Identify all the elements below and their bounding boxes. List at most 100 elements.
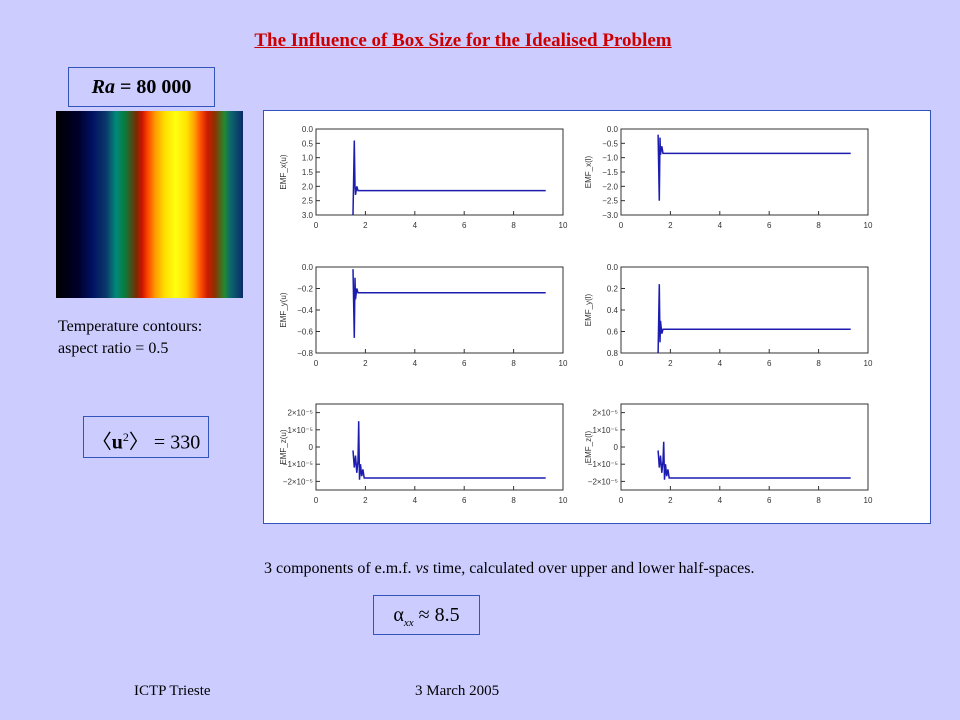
y-tick-label: −2×10⁻⁵ <box>588 477 618 486</box>
x-tick-label: 10 <box>559 221 568 230</box>
y-tick-label: −0.5 <box>602 139 618 148</box>
x-tick-label: 2 <box>668 496 673 505</box>
y-tick-label: 0.4 <box>607 306 619 315</box>
caption-line-2: aspect ratio = 0.5 <box>58 340 169 357</box>
x-tick-label: 4 <box>718 496 723 505</box>
x-tick-label: 6 <box>767 496 772 505</box>
y-tick-label: −0.4 <box>297 306 313 315</box>
slide-title: The Influence of Box Size for the Ideali… <box>254 30 672 51</box>
emf-caption-part1: 3 components of e.m.f. <box>264 560 416 577</box>
ra-value: = 80 000 <box>114 76 192 98</box>
y-axis-label: EMF_z(u) <box>279 429 288 464</box>
y-tick-label: 0.0 <box>302 263 314 272</box>
x-tick-label: 8 <box>511 359 516 368</box>
u2-open-bracket: 〈 <box>91 431 112 454</box>
y-tick-label: 3.0 <box>302 211 314 220</box>
ra-label: Ra <box>91 76 115 98</box>
emf-plots-panel: 0 2 4 6 8 10 0.0 0.5 1.0 1.5 2.0 2.5 3.0 EMF_x(u) 0 2 4 6… <box>263 110 931 524</box>
rayleigh-number-box: Ra = 80 000 <box>68 67 215 107</box>
y-axis-label: EMF_y(l) <box>584 293 593 326</box>
u2-superscript: 2 <box>122 430 129 444</box>
y-tick-label: 2×10⁻⁵ <box>592 409 618 418</box>
x-tick-label: 10 <box>559 359 568 368</box>
y-tick-label: 0.8 <box>607 349 619 358</box>
x-tick-label: 10 <box>864 359 873 368</box>
y-tick-label: −1.0 <box>602 154 618 163</box>
x-tick-label: 2 <box>363 359 368 368</box>
y-tick-label: −1×10⁻⁵ <box>588 460 618 469</box>
temperature-caption: Temperature contours: aspect ratio = 0.5 <box>58 316 202 360</box>
y-tick-label: 2.5 <box>302 197 314 206</box>
alpha-subscript: xx <box>403 617 414 629</box>
y-tick-label: −2.5 <box>602 197 618 206</box>
x-tick-label: 10 <box>559 496 568 505</box>
y-tick-label: 1.0 <box>302 154 314 163</box>
u2-box: 〈u2〉 = 330 <box>83 416 209 458</box>
x-tick-label: 2 <box>363 221 368 230</box>
alpha-value: ≈ 8.5 <box>413 604 460 626</box>
y-tick-label: −3.0 <box>602 211 618 220</box>
y-tick-label: 0.0 <box>607 125 619 134</box>
footer-date: 3 March 2005 <box>415 683 500 699</box>
x-tick-label: 4 <box>413 221 418 230</box>
y-tick-label: 2.0 <box>302 182 314 191</box>
x-tick-label: 0 <box>619 359 624 368</box>
x-tick-label: 8 <box>816 359 821 368</box>
emf-caption-part2: time, calculated over upper and lower ha… <box>428 560 755 577</box>
x-tick-label: 6 <box>462 359 467 368</box>
x-tick-label: 10 <box>864 221 873 230</box>
emf-series-line <box>352 140 546 216</box>
y-axis-label: EMF_z(l) <box>584 430 593 463</box>
u2-close-bracket: 〉 <box>128 431 149 454</box>
x-tick-label: 8 <box>511 221 516 230</box>
x-tick-label: 6 <box>462 221 467 230</box>
emf-series-line <box>352 421 546 480</box>
y-tick-label: 1×10⁻⁵ <box>592 426 618 435</box>
x-tick-label: 6 <box>767 359 772 368</box>
y-tick-label: −0.6 <box>297 328 313 337</box>
x-tick-label: 2 <box>363 496 368 505</box>
emf-caption: 3 components of e.m.f. vs time, calculat… <box>264 560 755 578</box>
emf-plots-svg: 0 2 4 6 8 10 0.0 0.5 1.0 1.5 2.0 2.5 3.0 EMF_x(u) 0 2 4 6… <box>279 125 873 505</box>
x-tick-label: 8 <box>816 496 821 505</box>
x-tick-label: 0 <box>314 221 319 230</box>
x-tick-label: 4 <box>413 496 418 505</box>
x-tick-label: 0 <box>314 359 319 368</box>
u2-value: = 330 <box>148 431 201 454</box>
y-tick-label: 0.5 <box>302 139 314 148</box>
emf-series-line <box>657 441 851 480</box>
x-tick-label: 0 <box>619 221 624 230</box>
x-tick-label: 0 <box>619 496 624 505</box>
x-tick-label: 8 <box>816 221 821 230</box>
x-tick-label: 4 <box>718 359 723 368</box>
emf-caption-vs: vs <box>415 560 429 577</box>
alpha-symbol: α <box>393 604 404 626</box>
x-tick-label: 8 <box>511 496 516 505</box>
y-tick-label: −1×10⁻⁵ <box>283 460 313 469</box>
plot-frame <box>315 403 564 491</box>
x-tick-label: 2 <box>668 359 673 368</box>
x-tick-label: 6 <box>462 496 467 505</box>
y-tick-label: 2×10⁻⁵ <box>287 409 313 418</box>
plot-frame <box>620 403 869 491</box>
x-tick-label: 2 <box>668 221 673 230</box>
y-tick-label: −0.8 <box>297 349 313 358</box>
y-tick-label: −0.2 <box>297 285 313 294</box>
emf-series-line <box>657 134 851 201</box>
u2-symbol: u <box>111 431 123 454</box>
alpha-box: αxx ≈ 8.5 <box>373 595 480 635</box>
y-tick-label: −1.5 <box>602 168 618 177</box>
y-tick-label: 0.0 <box>607 263 619 272</box>
emf-series-line <box>657 284 851 354</box>
x-tick-label: 0 <box>314 496 319 505</box>
y-axis-label: EMF_x(u) <box>279 154 288 189</box>
x-tick-label: 4 <box>718 221 723 230</box>
y-tick-label: 0 <box>309 443 314 452</box>
y-tick-label: 1×10⁻⁵ <box>287 426 313 435</box>
y-tick-label: 0.0 <box>302 125 314 134</box>
x-tick-label: 10 <box>864 496 873 505</box>
y-tick-label: 0.2 <box>607 285 619 294</box>
x-tick-label: 4 <box>413 359 418 368</box>
y-tick-label: 1.5 <box>302 168 314 177</box>
footer-location: ICTP Trieste <box>134 683 211 699</box>
